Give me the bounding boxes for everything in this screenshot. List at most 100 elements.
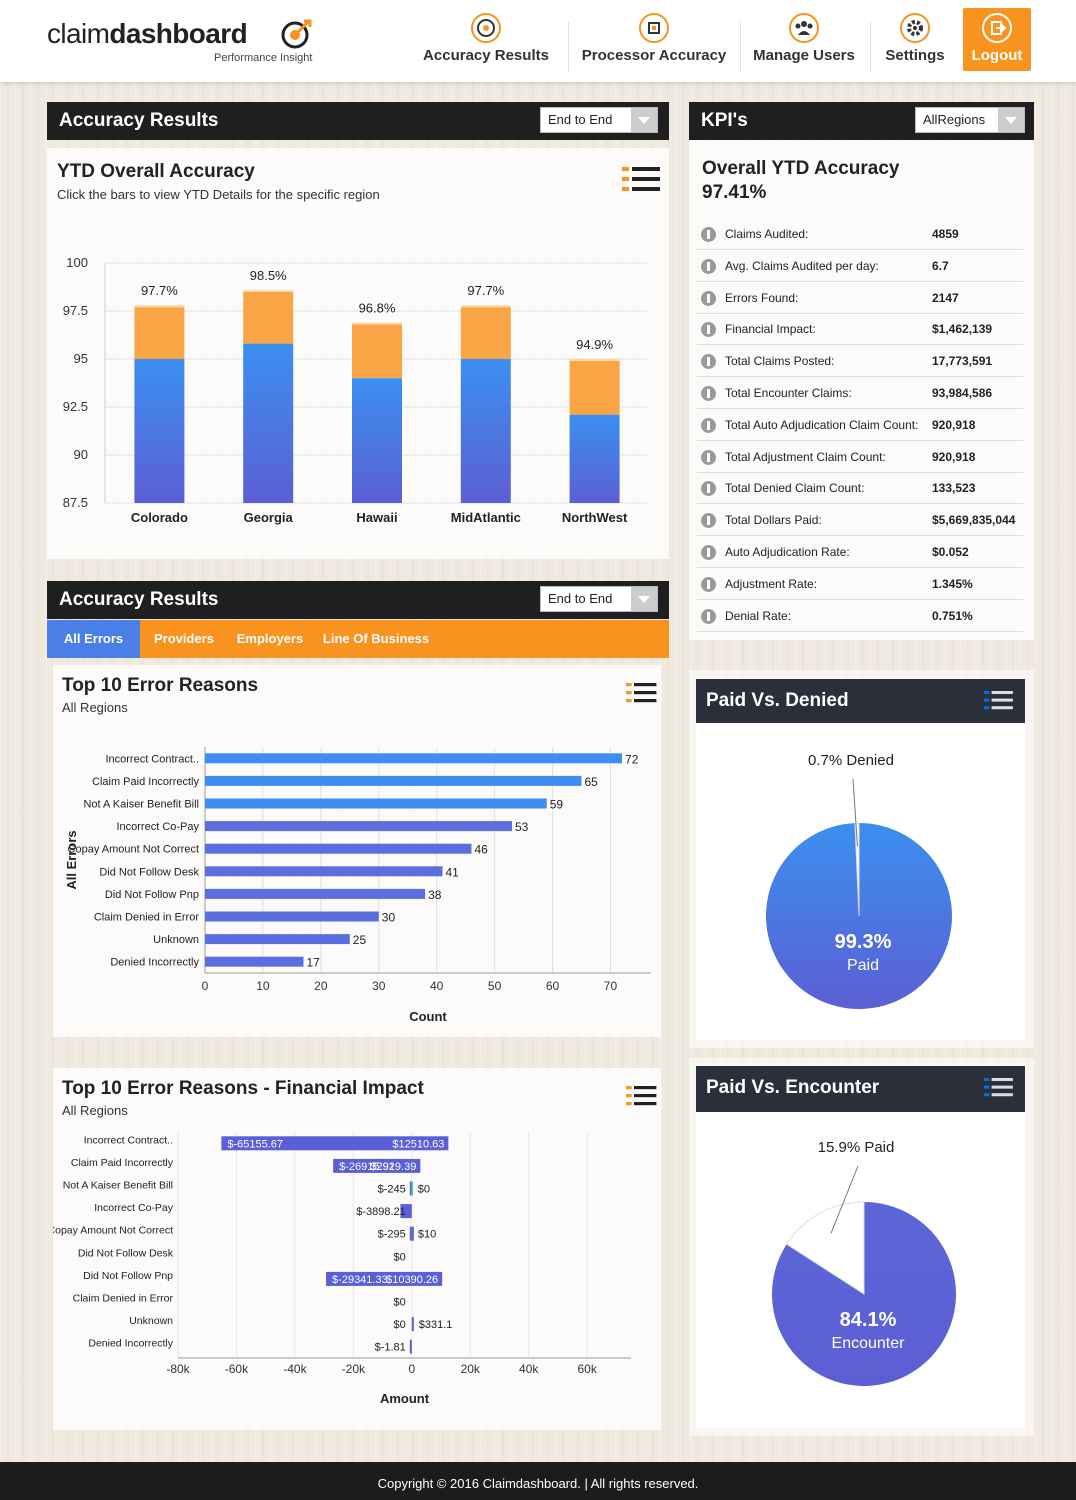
- info-icon: [701, 513, 716, 529]
- bar-data-label: 65: [584, 775, 598, 789]
- logo[interactable]: claimdashboard: [47, 18, 248, 50]
- negative-label: $0: [394, 1251, 406, 1263]
- negative-bar: [409, 1226, 412, 1241]
- bar-bottom-segment: [352, 378, 402, 503]
- paid-denied-card: Paid Vs. Denied 0.7% Denied 99.3% Paid: [689, 670, 1034, 1048]
- pie-value-label: 99.3%: [835, 931, 892, 953]
- nav-settings[interactable]: Settings: [880, 0, 950, 82]
- error-scope-dropdown[interactable]: End to End: [540, 586, 658, 612]
- negative-bar: [409, 1339, 412, 1354]
- paid-encounter-card: Paid Vs. Encounter 15.9% Paid 84.1% Encoun…: [689, 1058, 1034, 1436]
- y-tick-label: Incorrect Co-Pay: [94, 1202, 174, 1214]
- kpi-label: Auto Adjudication Rate:: [725, 545, 850, 559]
- y-tick-label: Copay Amount Not Correct: [53, 1225, 173, 1237]
- tab-providers[interactable]: Providers: [154, 631, 214, 646]
- positive-label: $331.1: [419, 1319, 453, 1331]
- positive-label: $10: [418, 1229, 436, 1241]
- kpi-label: Avg. Claims Audited per day:: [725, 258, 879, 273]
- kpi-value: 0.751%: [932, 608, 973, 623]
- gear-icon: [900, 13, 930, 43]
- kpi-label: Total Dollars Paid:: [725, 513, 822, 528]
- kpi-row: Claims Audited: 4859: [697, 218, 1023, 250]
- x-tick-label: 0: [202, 979, 209, 993]
- y-tick-label: Did Not Follow Pnp: [105, 889, 199, 901]
- card-title: Top 10 Error Reasons: [62, 675, 259, 696]
- x-tick-label: 50: [488, 979, 502, 993]
- card-subtitle: All Regions: [62, 700, 128, 715]
- accuracy-results-header: Accuracy Results End to End: [47, 102, 669, 140]
- bar: [205, 866, 443, 877]
- kpi-value: 920,918: [932, 449, 976, 464]
- tab-employers[interactable]: Employers: [236, 631, 304, 646]
- dropdown-value: End to End: [548, 591, 613, 606]
- chevron-down-icon: [998, 108, 1024, 132]
- financial-impact-card: Top 10 Error Reasons - Financial Impact …: [53, 1068, 661, 1430]
- kpi-row: Total Auto Adjudication Claim Count: 920,…: [697, 409, 1023, 441]
- kpi-row: Auto Adjudication Rate: $0.052: [697, 536, 1023, 568]
- bar-data-label: 17: [306, 956, 320, 970]
- negative-label: $-26915.92: [339, 1161, 395, 1173]
- chart-menu-icon[interactable]: [984, 1078, 1013, 1101]
- negative-bar: [221, 1136, 412, 1151]
- bar: [205, 821, 512, 832]
- chart-menu-icon[interactable]: [626, 1086, 657, 1110]
- positive-label: $2919.39: [370, 1161, 416, 1173]
- positive-bar: [411, 1158, 421, 1173]
- nav-accuracy-results[interactable]: Accuracy Results: [420, 0, 552, 82]
- zero-marker: [410, 1181, 413, 1196]
- bar: [205, 956, 304, 967]
- kpi-row: Denial Rate: 0.751%: [697, 600, 1023, 632]
- bar-data-label: 96.8%: [359, 300, 396, 315]
- nav-label: Logout: [971, 47, 1023, 64]
- negative-bar: [326, 1271, 412, 1286]
- y-tick-label: Not A Kaiser Benefit Bill: [63, 1180, 173, 1192]
- info-icon: [701, 545, 716, 560]
- x-tick-label: 10: [256, 979, 270, 993]
- y-tick-label: 95: [74, 351, 88, 366]
- region-dropdown[interactable]: AllRegions: [915, 107, 1025, 133]
- info-icon: [701, 227, 716, 242]
- kpi-label: Total Encounter Claims:: [725, 386, 852, 400]
- accuracy-scope-dropdown[interactable]: End to End: [540, 107, 658, 133]
- logo-tagline: Performance Insight: [214, 52, 313, 64]
- bar-data-label: 38: [428, 888, 442, 902]
- positive-label: $12510.63: [392, 1138, 444, 1150]
- logo-light-text: claim: [47, 18, 110, 49]
- kpi-value: 2147: [932, 290, 959, 305]
- y-tick-label: Claim Paid Incorrectly: [92, 776, 199, 788]
- bar-bottom-segment: [243, 343, 294, 503]
- chart-menu-icon[interactable]: [984, 691, 1013, 714]
- info-icon: [701, 258, 716, 274]
- bar: [205, 888, 426, 899]
- pie-value-label: 84.1%: [840, 1309, 897, 1331]
- tab-line-of-business[interactable]: Line Of Business: [322, 631, 430, 646]
- info-icon: [701, 417, 716, 433]
- tab-all-errors[interactable]: All Errors: [47, 620, 140, 658]
- bar-cap: [569, 358, 620, 361]
- chart-menu-icon[interactable]: [626, 683, 657, 707]
- chevron-down-icon: [631, 108, 657, 132]
- positive-bar: [411, 1136, 449, 1151]
- kpi-row: Adjustment Rate: 1.345%: [697, 568, 1023, 600]
- y-tick-label: Denied Incorrectly: [88, 1338, 173, 1350]
- logout-button[interactable]: Logout: [963, 8, 1031, 71]
- x-tick-label: 0: [408, 1362, 415, 1376]
- logo-target-icon: [281, 19, 312, 49]
- card-title: YTD Overall Accuracy: [57, 161, 255, 182]
- bar-bottom-segment: [460, 359, 511, 503]
- ytd-bar-chart: 100 97.5 95 92.5 90 87.5 97.7% Colorado 98.5% Geo…: [63, 255, 649, 525]
- positive-bar: [411, 1317, 414, 1332]
- info-icon: [701, 449, 716, 465]
- chart-menu-icon[interactable]: [622, 167, 660, 197]
- financial-impact-bar-chart: -80k -60k -40k -20k 0 20k 40k 60k Incorrect Cont…: [53, 1132, 631, 1406]
- kpi-value: 17,773,591: [932, 354, 993, 369]
- nav-processor-accuracy[interactable]: Processor Accuracy: [580, 0, 728, 82]
- y-tick-label: Unknown: [153, 934, 199, 946]
- paid-encounter-pie-chart: 15.9% Paid 84.1% Encounter: [772, 1139, 956, 1386]
- y-tick-label: Did Not Follow Desk: [99, 866, 199, 878]
- pie-leader-line: [830, 1165, 859, 1234]
- kpi-headline: Overall YTD Accuracy: [702, 158, 900, 179]
- card-title: Paid Vs. Encounter: [706, 1077, 880, 1098]
- y-tick-label: Incorrect Contract..: [105, 753, 199, 765]
- nav-manage-users[interactable]: Manage Users: [750, 0, 858, 82]
